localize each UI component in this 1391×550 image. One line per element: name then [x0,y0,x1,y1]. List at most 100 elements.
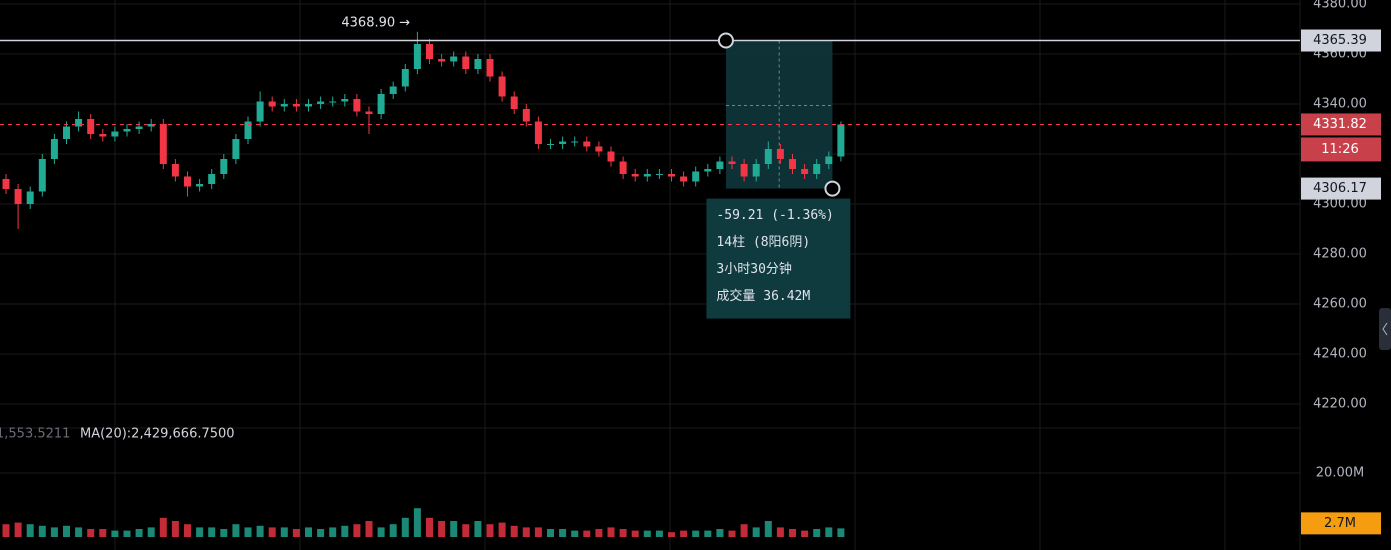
candle-body [171,164,179,177]
info-line: -59.21 (-1.36%) [716,208,833,223]
candle-body [764,149,772,164]
candle-body [837,124,845,157]
candle-body [631,174,639,177]
volume-bar [704,530,712,537]
y-tick-label: 4280.00 [1313,247,1367,262]
volume-bar [111,530,119,537]
volume-bar [728,530,736,537]
candle-body [426,44,433,59]
volume-bar [752,527,760,537]
volume-bar [837,528,845,537]
volume-tag: 2.7M [1324,516,1356,531]
candle-body [813,164,821,174]
price-tag-bg [1301,177,1381,200]
volume-bar [220,529,228,537]
volume-bar [123,530,131,537]
candle-body [547,144,554,145]
volume-bar [171,521,179,537]
volume-bar [474,521,482,537]
volume-bar [438,521,446,537]
volume-bar [377,527,385,537]
candle-body [692,171,700,182]
volume-bar [510,525,518,537]
volume-bar [365,521,373,537]
candle-body [704,169,712,172]
volume-bar [776,527,784,537]
volume-bar [2,524,10,537]
volume-bar [341,525,349,537]
volume-bar [26,524,34,537]
indicator-label: 1,553.5211 [0,427,70,442]
y-tick-label: 4340.00 [1313,97,1367,112]
price-tag: 4331.82 [1313,117,1367,132]
candle-body [147,124,155,127]
candle-body [87,119,95,134]
indicator-label: MA(20):2,429,666.7500 [80,427,235,442]
candle-body [50,139,58,159]
volume-bar [607,527,615,537]
candle-body [583,141,591,147]
candle-body [26,191,34,204]
volume-bar [184,524,191,537]
candle-body [595,146,603,152]
candle-body [292,104,300,107]
candle-body [329,101,337,103]
volume-bar [486,524,494,537]
candle-body [680,176,688,182]
candle-body [619,161,627,174]
candle-body [413,44,421,69]
candle-body [401,69,409,87]
candle-body [740,164,748,177]
volume-bar [740,524,748,537]
volume-bar [692,530,700,537]
candle-body [38,159,46,192]
measure-handle [824,180,841,197]
candle-body [75,119,83,127]
volume-bar [75,527,83,537]
scroll-arrow [1382,322,1388,336]
volume-bar [87,529,95,537]
volume-bar [522,527,530,537]
candle-body [655,174,663,175]
volume-bar [305,527,312,537]
candle-body [111,131,119,137]
volume-bar [317,529,325,537]
candle-body [268,101,276,107]
candle-body [63,126,70,139]
volume-bar [280,527,288,537]
volume-bar [789,529,796,537]
volume-bar [643,530,651,537]
volume-bar [401,517,409,537]
volume-bar [208,527,216,537]
volume-bar [583,530,591,537]
volume-bar [619,529,627,537]
candle-body [389,86,397,94]
candle-body [99,134,107,137]
volume-bar [353,524,361,537]
candle-body [135,126,143,129]
candle-body [559,141,567,144]
volume-bar [462,524,470,537]
candle-body [510,96,518,109]
y-tick-label: 4220.00 [1313,397,1367,412]
info-line: 3小时30分钟 [716,261,791,277]
scroll-handle[interactable] [1379,308,1391,350]
candle-body [498,76,506,97]
candle-body [317,101,325,104]
candle-body [825,156,833,164]
volume-bar [534,527,542,537]
price-tag-bg [1301,29,1381,52]
volume-bar [232,524,240,537]
candle-body [776,149,784,159]
candle-body [462,56,470,69]
volume-bar [426,517,433,537]
volume-bar [63,525,70,537]
candle-body [643,174,651,177]
info-line: 成交量 36.42M [716,288,810,304]
price-tag: 4306.17 [1313,181,1367,196]
volume-bar [159,517,167,537]
candle-body [716,161,724,169]
candle-body [450,56,458,62]
